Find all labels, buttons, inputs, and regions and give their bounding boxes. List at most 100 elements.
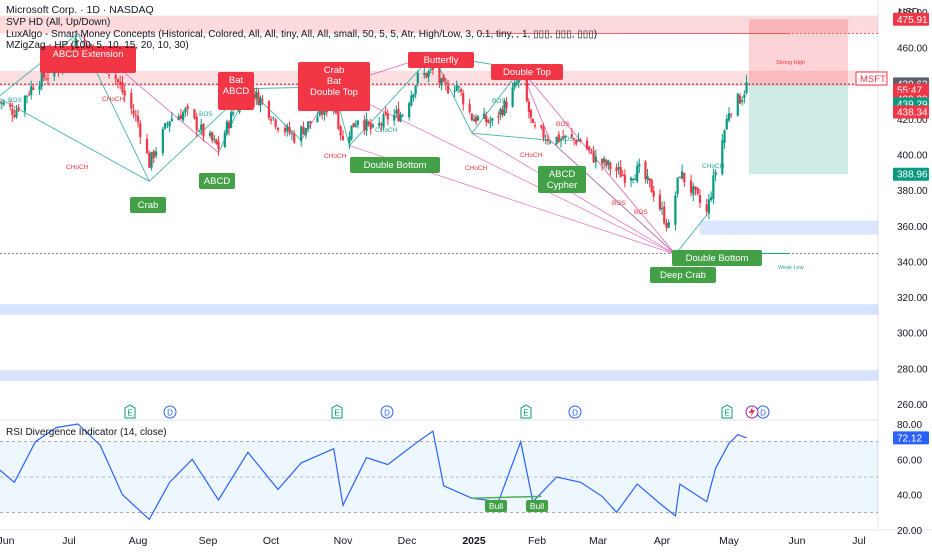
candle-body <box>410 95 413 106</box>
candle-body <box>217 141 220 150</box>
candle-body <box>116 79 120 82</box>
candle-body <box>85 44 88 46</box>
structure-label: BOS <box>612 200 626 207</box>
time-tick-label: Apr <box>654 535 671 547</box>
candle-body <box>592 150 595 163</box>
candle-body <box>531 119 535 123</box>
candle-body <box>564 135 567 138</box>
structure-label: BOS <box>556 121 570 128</box>
time-tick-label: 2025 <box>462 535 486 547</box>
candle-body <box>339 126 342 136</box>
pattern-label-text: ABCD <box>204 176 231 187</box>
price-tick-label: 340.00 <box>897 257 928 268</box>
candle-body <box>130 93 133 109</box>
candle-body <box>393 114 396 121</box>
candle-body <box>427 70 430 77</box>
pattern-label-box <box>40 46 136 73</box>
candle-body <box>474 116 478 123</box>
candle-body <box>168 121 171 127</box>
candle-body <box>369 123 372 130</box>
pattern-projection-line <box>333 86 676 255</box>
structure-label: BOS <box>560 136 574 143</box>
candle-body <box>170 118 173 122</box>
candle-body <box>678 177 681 179</box>
candle-body <box>683 172 686 183</box>
candle-body <box>525 71 528 102</box>
pattern-label-box <box>218 72 254 110</box>
candle-body <box>209 132 212 136</box>
candle-body <box>76 40 80 42</box>
candle-body <box>123 90 126 96</box>
demand-zone-lower <box>0 370 878 381</box>
candle-body <box>269 119 273 121</box>
candle-body <box>136 116 140 123</box>
pattern-label-box <box>650 267 716 283</box>
candle-body <box>382 114 385 128</box>
chart-title[interactable]: Microsoft Corp. · 1D · NASDAQ <box>6 4 154 16</box>
candle-body <box>200 124 203 131</box>
price-label-text: 388.96 <box>897 170 928 181</box>
candle-body <box>644 161 647 180</box>
candle-body <box>698 195 702 203</box>
price-label-text: 439.29 <box>897 100 928 111</box>
price-label-box <box>893 12 929 26</box>
candle-body <box>738 95 742 104</box>
candle-body <box>472 119 476 122</box>
earnings-marker <box>520 404 532 419</box>
candle-body <box>712 175 715 199</box>
candle-body <box>163 123 167 129</box>
candle-body <box>588 146 591 150</box>
candle-body <box>139 123 142 138</box>
candle-body <box>601 158 604 164</box>
position-stop-box <box>749 84 848 175</box>
candle-body <box>2 102 5 105</box>
time-tick-label: Jul <box>852 535 865 547</box>
candle-body <box>416 73 419 84</box>
candle-body <box>429 68 432 70</box>
candle-body <box>648 178 651 181</box>
candle-body <box>272 117 275 119</box>
candle-body <box>442 75 445 82</box>
candle-body <box>607 160 610 165</box>
candle-body <box>288 127 291 134</box>
indicator-svp-legend[interactable]: SVP HD (All, Up/Down) <box>6 17 111 28</box>
candle-body <box>316 117 319 123</box>
candle-body <box>307 121 310 129</box>
earnings-marker <box>721 404 733 419</box>
candle-body <box>615 167 618 172</box>
candle-body <box>676 177 679 195</box>
candle-body <box>455 85 458 91</box>
candle-body <box>23 95 26 112</box>
candle-body <box>444 82 448 84</box>
candle-body <box>634 179 637 181</box>
rsi-tick-label: 80.00 <box>897 420 922 431</box>
indicator-zigzag-legend[interactable]: MZigZag - HP (100, 5, 10, 15, 20, 10, 30… <box>6 40 189 51</box>
candle-body <box>395 110 398 114</box>
candle-body <box>132 110 135 115</box>
price-label-box <box>893 105 929 119</box>
candle-body <box>134 114 137 116</box>
candle-body <box>15 109 18 117</box>
rsi-tick-label: 60.00 <box>897 455 922 466</box>
structure-label: CHoCH <box>102 96 125 103</box>
dividend-marker <box>380 405 394 419</box>
candle-body <box>546 139 549 142</box>
candle-body <box>318 107 321 116</box>
candle-body <box>46 78 50 80</box>
candle-body <box>513 82 516 88</box>
pattern-label-text: Deep Crab <box>660 270 706 281</box>
rsi-bull-label-text: Bull <box>489 501 503 511</box>
candle-body <box>629 178 633 181</box>
indicator-smc-legend[interactable]: LuxAlgo - Smart Money Concepts (Historic… <box>6 29 598 40</box>
rsi-title[interactable]: RSI Divergence Indicator (14, close) <box>6 427 167 438</box>
earnings-marker <box>331 404 343 419</box>
pattern-label-text: ABCD Extension <box>53 49 124 60</box>
candle-body <box>476 116 480 121</box>
structure-label: CHoCH <box>375 127 398 134</box>
candle-body <box>631 178 635 180</box>
candle-body <box>352 122 355 128</box>
earnings-marker-label: E <box>523 409 528 418</box>
candle-body <box>665 222 668 228</box>
rsi-value-text: 72.12 <box>897 433 922 444</box>
